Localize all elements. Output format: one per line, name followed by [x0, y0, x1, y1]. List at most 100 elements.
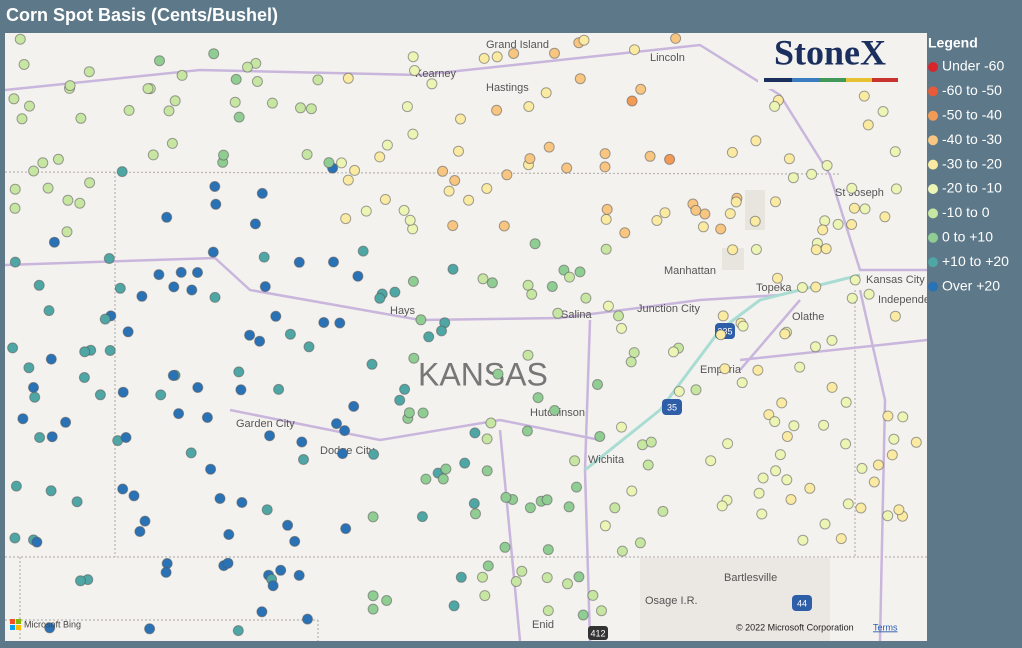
basis-point[interactable] [139, 515, 151, 527]
basis-point[interactable] [449, 175, 461, 186]
basis-point[interactable] [705, 455, 717, 467]
basis-point[interactable] [45, 485, 57, 497]
basis-point[interactable] [230, 73, 242, 85]
basis-point[interactable] [264, 430, 276, 442]
basis-point[interactable] [479, 590, 491, 602]
basis-point[interactable] [259, 281, 271, 293]
basis-point[interactable] [750, 135, 762, 147]
basis-point[interactable] [856, 462, 868, 474]
basis-point[interactable] [574, 73, 586, 85]
basis-point[interactable] [616, 322, 627, 334]
basis-point[interactable] [155, 389, 167, 401]
basis-point[interactable] [522, 349, 534, 361]
basis-point[interactable] [303, 341, 315, 353]
basis-point[interactable] [249, 218, 261, 230]
basis-point[interactable] [28, 382, 39, 393]
basis-point[interactable] [846, 292, 858, 304]
basis-point[interactable] [542, 544, 554, 556]
legend-label[interactable]: -30 to -20 [942, 155, 1002, 171]
basis-point[interactable] [736, 377, 748, 389]
map[interactable]: Grand Island Kearney Hastings Lincoln St… [5, 32, 948, 641]
basis-point[interactable] [267, 580, 279, 592]
basis-point[interactable] [690, 204, 702, 216]
basis-point[interactable] [349, 164, 361, 176]
basis-point[interactable] [776, 397, 788, 409]
basis-point[interactable] [835, 533, 847, 545]
basis-point[interactable] [331, 418, 342, 430]
basis-point[interactable] [360, 205, 372, 217]
basis-point[interactable] [820, 243, 832, 255]
basis-point[interactable] [699, 208, 711, 220]
basis-point[interactable] [436, 325, 447, 337]
basis-point[interactable] [207, 246, 219, 258]
basis-point[interactable] [770, 465, 782, 477]
basis-point[interactable] [840, 396, 852, 408]
basis-point[interactable] [381, 595, 393, 606]
basis-point[interactable] [492, 368, 504, 380]
basis-point[interactable] [342, 72, 354, 84]
basis-point[interactable] [569, 455, 581, 467]
basis-point[interactable] [599, 148, 611, 160]
basis-point[interactable] [117, 483, 129, 495]
basis-point[interactable] [562, 578, 573, 590]
legend-swatch[interactable] [928, 232, 938, 243]
legend-swatch[interactable] [928, 208, 938, 219]
basis-point[interactable] [222, 557, 234, 569]
basis-point[interactable] [423, 331, 435, 343]
basis-point[interactable] [232, 625, 244, 637]
basis-point[interactable] [24, 100, 35, 112]
basis-point[interactable] [175, 266, 187, 278]
basis-point[interactable] [715, 329, 727, 341]
basis-point[interactable] [635, 83, 647, 95]
basis-point[interactable] [233, 111, 245, 123]
basis-point[interactable] [116, 166, 128, 178]
basis-point[interactable] [670, 33, 682, 44]
basis-point[interactable] [83, 66, 95, 78]
basis-point[interactable] [14, 33, 26, 45]
basis-point[interactable] [516, 565, 528, 577]
basis-point[interactable] [491, 51, 503, 63]
basis-point[interactable] [9, 532, 21, 544]
basis-point[interactable] [463, 194, 475, 206]
basis-point[interactable] [486, 277, 498, 289]
basis-point[interactable] [48, 236, 60, 248]
basis-point[interactable] [298, 454, 309, 465]
basis-point[interactable] [848, 202, 860, 214]
basis-point[interactable] [882, 410, 894, 422]
basis-point[interactable] [625, 356, 637, 368]
basis-point[interactable] [289, 535, 301, 547]
basis-point[interactable] [619, 227, 631, 239]
basis-point[interactable] [715, 223, 727, 235]
basis-point[interactable] [783, 153, 795, 165]
legend-swatch[interactable] [928, 135, 938, 146]
basis-point[interactable] [357, 245, 369, 257]
basis-point[interactable] [16, 113, 28, 125]
basis-point[interactable] [752, 364, 764, 376]
basis-point[interactable] [244, 329, 256, 341]
basis-point[interactable] [417, 407, 429, 419]
basis-point[interactable] [500, 491, 512, 503]
basis-point[interactable] [284, 328, 296, 340]
basis-point[interactable] [416, 511, 428, 523]
basis-point[interactable] [868, 476, 880, 488]
basis-point[interactable] [797, 534, 809, 546]
basis-point[interactable] [123, 104, 135, 116]
basis-point[interactable] [826, 334, 838, 346]
basis-point[interactable] [616, 545, 628, 557]
basis-point[interactable] [160, 566, 172, 578]
basis-point[interactable] [62, 194, 74, 206]
basis-point[interactable] [251, 76, 263, 87]
basis-point[interactable] [552, 307, 564, 319]
basis-point[interactable] [540, 87, 552, 99]
basis-point[interactable] [819, 518, 831, 530]
basis-point[interactable] [730, 196, 742, 208]
basis-point[interactable] [205, 463, 217, 475]
basis-point[interactable] [256, 606, 268, 618]
basis-point[interactable] [468, 498, 480, 509]
basis-point[interactable] [64, 80, 76, 92]
legend-label[interactable]: -50 to -40 [942, 107, 1002, 123]
basis-point[interactable] [448, 600, 460, 612]
basis-point[interactable] [261, 504, 273, 516]
basis-point[interactable] [236, 497, 248, 508]
basis-point[interactable] [697, 221, 709, 233]
